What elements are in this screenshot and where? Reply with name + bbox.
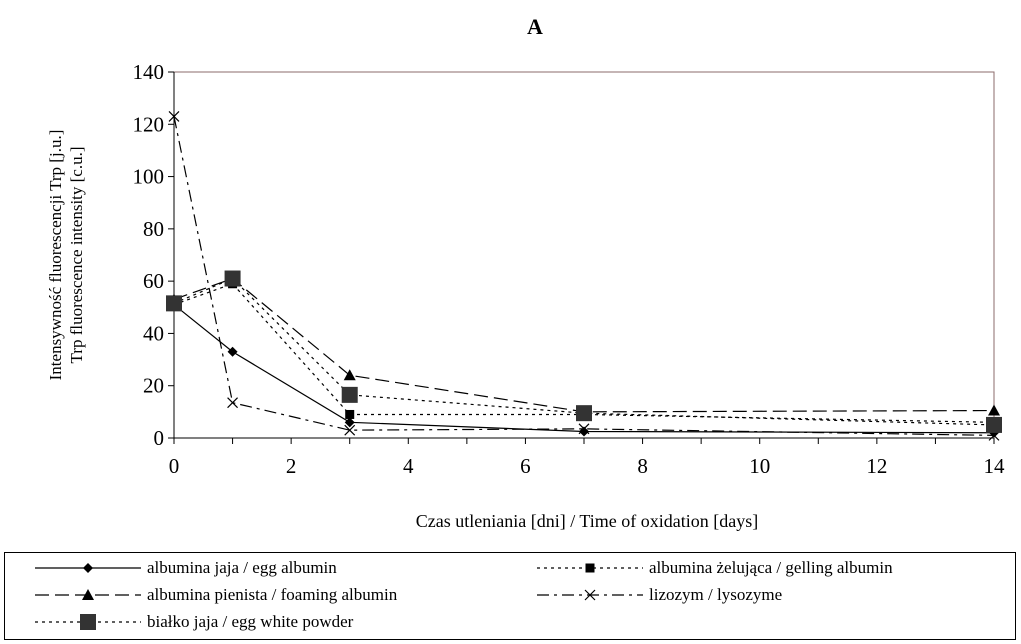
data-point-egg-white-powder [986,416,1002,433]
series-line-foaming-albumin [173,277,995,413]
y-axis-label-line-2: Trp fluorescence intensity [c.u.] [67,146,86,363]
x-axis-ticks: 0 2 4 6 8 10 12 14 [169,438,1005,478]
legend-label-foaming-albumin: albumina pienista / foaming albumin [147,585,398,604]
plot-area-frame [173,71,995,439]
legend-swatch-gelling-albumin [537,563,643,573]
y-axis-label-line-1: Intensywność fluorescencji Trp [j.u.] [46,130,65,381]
x-tick-label: 10 [749,454,770,478]
series-line-gelling-albumin [173,283,995,423]
legend-label-egg-albumin: albumina jaja / egg albumin [147,558,337,577]
legend-swatch-lysozyme [537,589,643,601]
legend-marker-egg-albumin [83,563,93,573]
data-point-egg-white-powder [166,295,182,312]
data-point-lysozyme [227,397,238,409]
legend-marker-foaming-albumin [82,589,94,600]
chart-title: A [527,14,543,39]
legend-marker-lysozyme [584,589,596,601]
y-tick-label: 120 [133,112,165,136]
data-point-lysozyme [578,423,590,435]
data-point-lysozyme [168,111,180,122]
legend-item-foaming-albumin: albumina pienista / foaming albumin [33,584,397,606]
y-tick-label: 60 [143,269,164,293]
series-foaming-albumin [168,272,1000,417]
data-point-lysozyme [344,424,356,436]
legend-swatch-foaming-albumin [35,589,141,600]
legend-label-gelling-albumin: albumina żelująca / gelling albumin [649,558,893,577]
x-tick-label: 14 [984,454,1006,478]
data-point-foaming-albumin [988,404,1000,416]
legend-marker-gelling-albumin [585,563,595,573]
legend-swatch-egg-albumin [35,563,141,573]
x-tick-label: 2 [286,454,297,478]
legend-item-egg-albumin: albumina jaja / egg albumin [33,557,337,579]
series-gelling-albumin [169,279,999,427]
y-tick-label: 100 [133,165,165,189]
legend-item-lysozyme: lizozym / lysozyme [535,584,782,606]
legend-item-gelling-albumin: albumina żelująca / gelling albumin [535,557,893,579]
series-egg-white-powder [166,270,1002,433]
legend-swatch-egg-white-powder [35,614,141,630]
legend-label-lysozyme: lizozym / lysozyme [649,585,783,604]
x-tick-label: 4 [403,454,414,478]
y-tick-label: 40 [143,321,164,345]
series-lysozyme [168,111,1000,441]
x-tick-label: 12 [866,454,887,478]
data-point-egg-white-powder [576,405,592,422]
x-tick-label: 6 [520,454,531,478]
data-point-egg-albumin [579,426,589,437]
x-tick-label: 8 [637,454,648,478]
y-tick-label: 140 [133,60,165,84]
data-point-egg-albumin [227,346,238,357]
series-layer [166,111,1002,441]
legend: albumina jaja / egg albumin albumina żel… [4,552,1016,640]
y-tick-label: 20 [143,374,164,398]
legend-item-egg-white-powder: białko jaja / egg white powder [33,611,353,633]
series-line-egg-white-powder [173,277,995,426]
y-axis-ticks: 0 20 40 60 80 100 120 140 [133,60,174,450]
data-point-egg-white-powder [224,270,241,287]
y-tick-label: 80 [143,217,164,241]
data-point-foaming-albumin [343,369,356,381]
data-point-egg-albumin [344,417,355,428]
y-tick-label: 0 [154,426,165,450]
series-line-lysozyme [173,116,995,436]
chart-canvas: A 0 20 40 60 80 100 120 140 0 2 4 6 8 10 12 14 Czas ut… [46,14,1005,531]
legend-marker-egg-white-powder [80,614,96,630]
data-point-gelling-albumin [345,409,355,419]
legend-label-egg-white-powder: białko jaja / egg white powder [147,612,354,631]
data-point-egg-white-powder [341,386,358,403]
x-tick-label: 0 [169,454,180,478]
x-axis-label: Czas utleniania [dni] / Time of oxidatio… [416,511,758,531]
